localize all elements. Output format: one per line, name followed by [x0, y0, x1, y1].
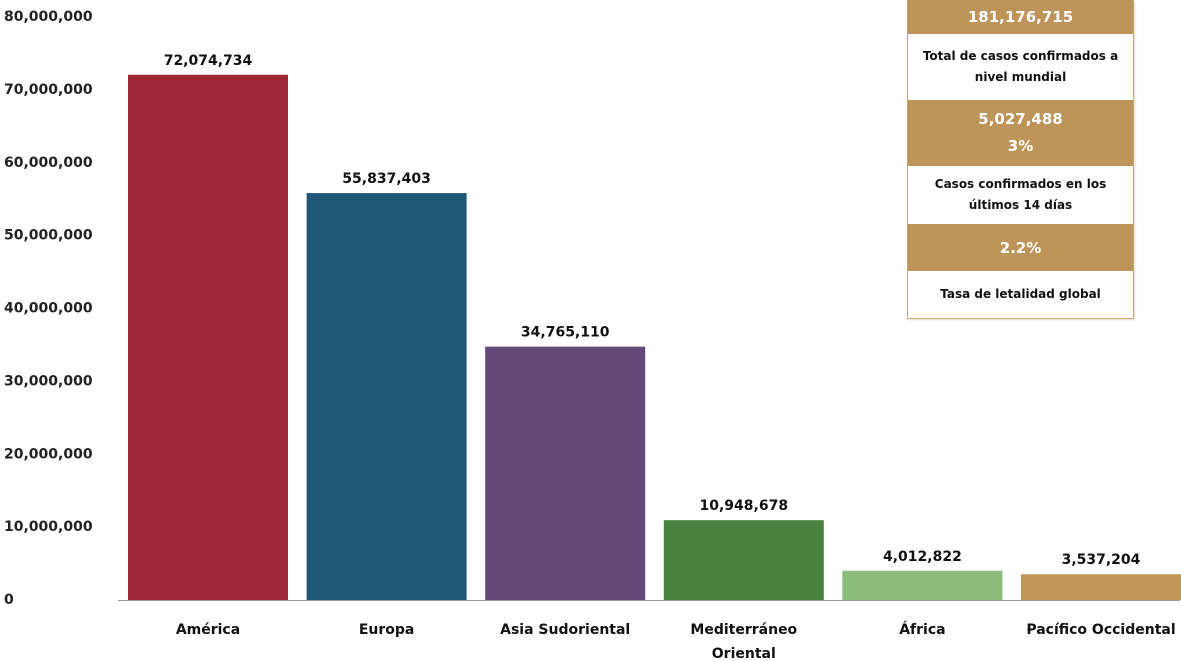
y-tick-label: 30,000,000 — [4, 373, 93, 389]
bar — [842, 570, 1003, 600]
bar — [485, 346, 646, 600]
x-tick-label: América — [176, 622, 240, 638]
data-label: 10,948,678 — [700, 498, 789, 514]
bar — [663, 520, 824, 600]
total-cases-label-text: Total de casos confirmados a nivel mundi… — [922, 49, 1119, 84]
recent-cases-value-text: 5,027,488 — [978, 110, 1063, 128]
bar — [128, 74, 288, 601]
y-tick-label: 0 — [4, 592, 14, 608]
recent-cases-percent-text: 3% — [1007, 137, 1034, 155]
bar — [1021, 574, 1181, 600]
data-label: 34,765,110 — [521, 325, 610, 341]
total-cases-value-text: 181,176,715 — [967, 8, 1074, 26]
y-tick-label: 40,000,000 — [4, 301, 93, 317]
y-tick-label: 50,000,000 — [4, 228, 93, 244]
x-tick-label: Europa — [359, 622, 415, 638]
lethality-label: Tasa de letalidad global — [908, 271, 1133, 318]
data-label: 72,074,734 — [164, 53, 253, 69]
x-tick-label: Oriental — [712, 646, 776, 661]
x-tick-label: Mediterráneo — [690, 622, 797, 638]
x-tick-label: Asia Sudoriental — [500, 622, 630, 638]
y-tick-label: 60,000,000 — [4, 155, 93, 171]
summary-panel: 181,176,715 Total de casos confirmados a… — [907, 0, 1134, 319]
bar — [306, 193, 467, 600]
recent-cases-value: 5,027,488 3% — [908, 100, 1133, 166]
y-axis: 0 10,000,000 20,000,000 30,000,000 40,000,00… — [4, 9, 93, 608]
y-tick-label: 80,000,000 — [4, 9, 93, 25]
recent-cases-label-text: Casos confirmados en los últimos 14 días — [934, 177, 1107, 212]
x-tick-label: África — [899, 621, 945, 638]
data-label: 4,012,822 — [883, 549, 962, 565]
lethality-label-text: Tasa de letalidad global — [940, 287, 1101, 301]
lethality-value: 2.2% — [908, 224, 1133, 271]
y-tick-label: 20,000,000 — [4, 446, 93, 462]
lethality-value-text: 2.2% — [999, 238, 1042, 257]
x-axis-labels: América Europa Asia Sudoriental Mediterráne… — [176, 621, 1176, 661]
data-labels: 72,074,734 55,837,403 34,765,110 10,948,678… — [164, 53, 1141, 568]
x-tick-label: Pacífico Occidental — [1026, 622, 1175, 638]
data-label: 55,837,403 — [342, 171, 431, 187]
y-tick-label: 70,000,000 — [4, 82, 93, 98]
bars — [128, 74, 1181, 601]
data-label: 3,537,204 — [1062, 552, 1141, 568]
total-cases-label: Total de casos confirmados a nivel mundi… — [908, 34, 1133, 100]
y-tick-label: 10,000,000 — [4, 519, 93, 535]
total-cases-value: 181,176,715 — [908, 0, 1133, 34]
recent-cases-label: Casos confirmados en los últimos 14 días — [908, 166, 1133, 224]
